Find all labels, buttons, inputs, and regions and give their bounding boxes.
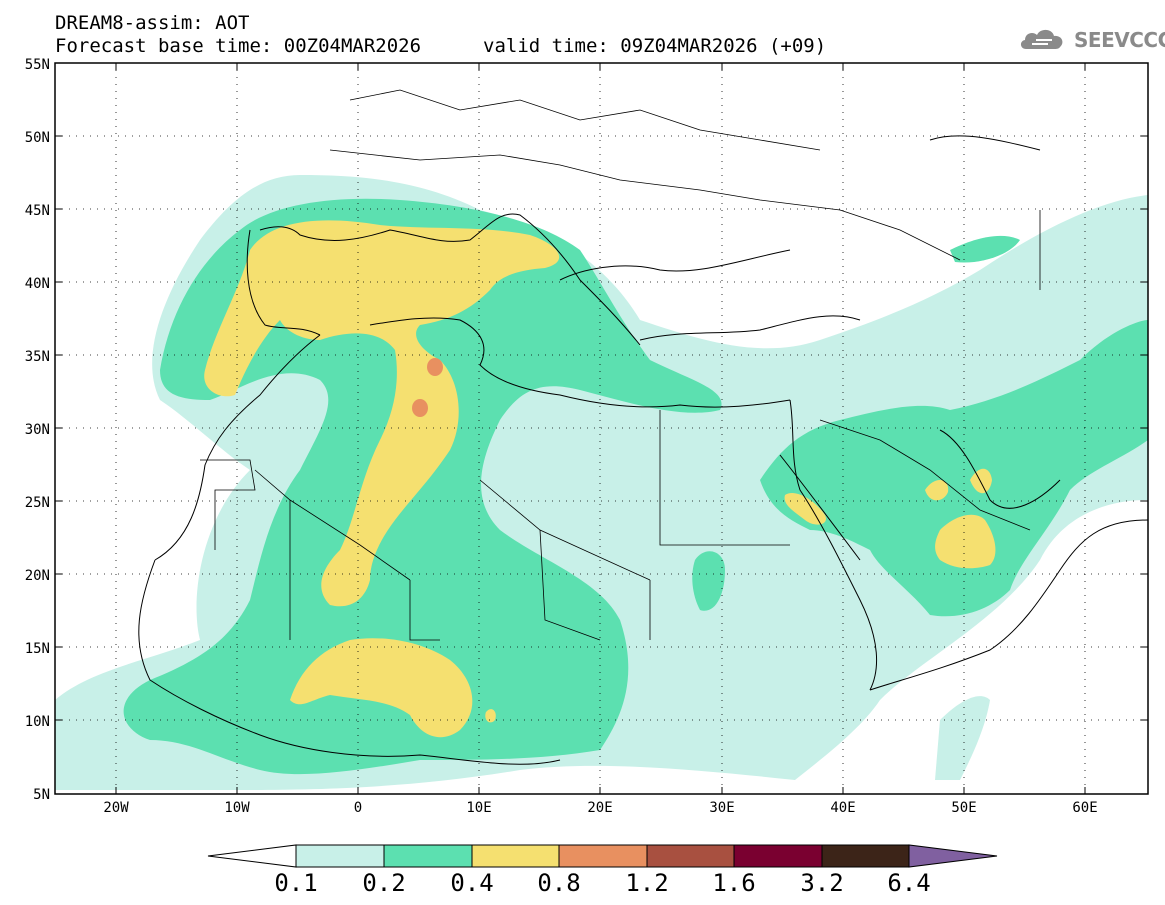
colorbar-label: 3.2 <box>800 869 844 897</box>
lat-label: 20N <box>25 568 50 584</box>
lon-labels: 20W 10W 0 10E 20E 30E 40E 50E 60E <box>103 800 1097 816</box>
lat-label: 15N <box>25 641 50 657</box>
lon-label: 60E <box>1072 800 1097 816</box>
lon-label: 20W <box>103 800 129 816</box>
tick-marks <box>55 63 1148 794</box>
colorbar <box>207 844 998 868</box>
colorbar-label: 1.6 <box>712 869 756 897</box>
lat-label: 50N <box>25 130 50 146</box>
colorbar-bin <box>558 844 648 868</box>
lat-label: 30N <box>25 422 50 438</box>
colorbar-high-arrow <box>908 844 998 868</box>
colorbar-bin <box>383 844 473 868</box>
lon-label: 20E <box>587 800 612 816</box>
lat-label: 5N <box>33 787 50 803</box>
colorbar-label: 1.2 <box>625 869 669 897</box>
logo-text: SEEVCCC <box>1074 28 1165 52</box>
map-title: DREAM8-assim: AOT <box>55 12 250 34</box>
aot-level-0-2 <box>123 198 1148 775</box>
lat-label: 10N <box>25 714 50 730</box>
lon-label: 30E <box>709 800 734 816</box>
lat-label: 40N <box>25 276 50 292</box>
colorbar-label: 6.4 <box>887 869 931 897</box>
colorbar-bin <box>646 844 735 868</box>
colorbar-bin <box>733 844 823 868</box>
lon-label: 0 <box>354 800 362 816</box>
colorbar-label: 0.2 <box>362 869 406 897</box>
lat-labels: 5N 10N 15N 20N 25N 30N 35N 40N 45N 50N 5… <box>25 57 50 803</box>
colorbar-label: 0.8 <box>537 869 581 897</box>
colorbar-bin <box>821 844 910 868</box>
coastlines <box>138 135 1148 765</box>
lon-label: 10E <box>466 800 491 816</box>
colorbar-label: 0.4 <box>450 869 494 897</box>
lon-label: 10W <box>224 800 250 816</box>
cloud-logo-icon <box>1020 29 1063 49</box>
lat-label: 45N <box>25 203 50 219</box>
aot-level-0-4 <box>204 220 996 738</box>
aot-level-0-8 <box>412 358 443 417</box>
colorbar-bin <box>295 844 385 868</box>
seevccc-logo: SEEVCCC <box>1018 25 1165 55</box>
aot-field <box>55 63 1148 794</box>
country-borders <box>200 89 1041 641</box>
forecast-base-time: Forecast base time: 00Z04MAR2026 <box>55 35 422 57</box>
lon-label: 50E <box>951 800 976 816</box>
colorbar-label: 0.1 <box>274 869 318 897</box>
lat-label: 35N <box>25 349 50 365</box>
gridlines <box>55 63 1148 794</box>
lat-label: 55N <box>25 57 50 73</box>
lat-label: 25N <box>25 495 50 511</box>
valid-time: valid time: 09Z04MAR2026 (+09) <box>483 35 827 57</box>
colorbar-low-arrow <box>207 844 297 868</box>
lon-label: 40E <box>830 800 855 816</box>
colorbar-bin <box>471 844 560 868</box>
